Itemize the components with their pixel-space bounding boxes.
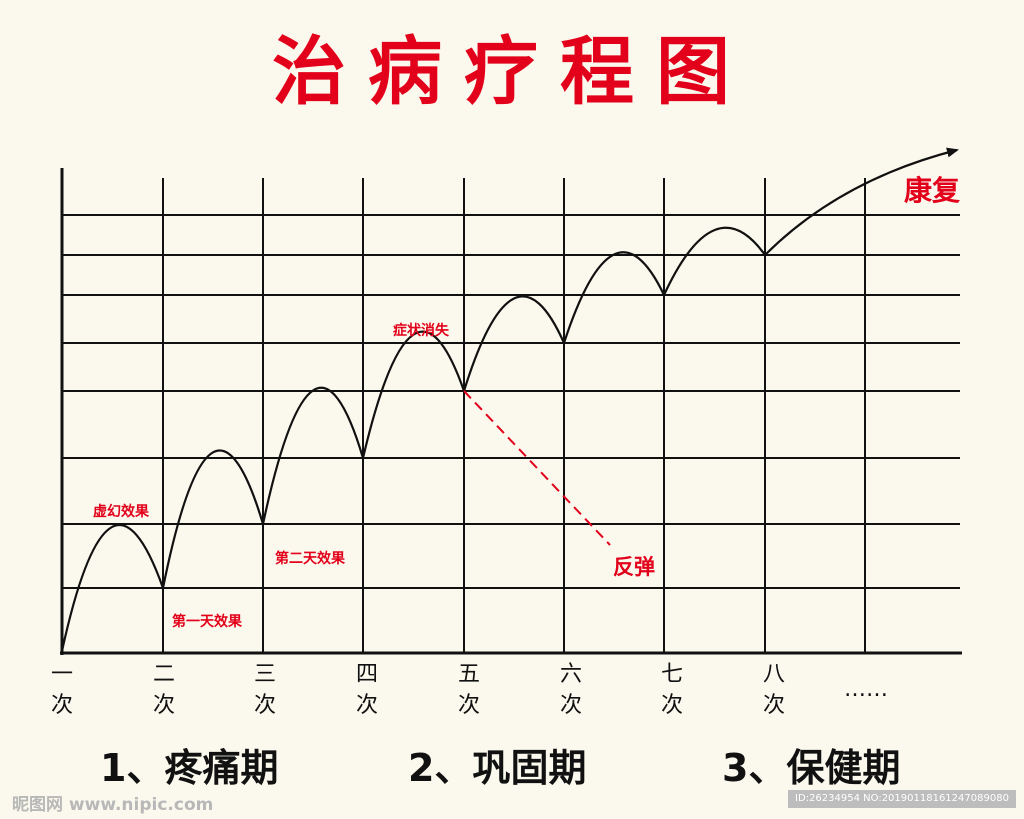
- x-tick-top: 六: [560, 662, 582, 687]
- annotation-recovery: 康复: [904, 174, 960, 207]
- x-tick-labels: 一 次 二 次 三 次 四 次 五 次 六 次 七 次 八 次 ……: [51, 662, 888, 718]
- rebound-line: [463, 390, 611, 546]
- x-tick-top: 七: [661, 662, 683, 687]
- annotations: 虚幻效果 第一天效果 第二天效果 症状消失 反弹 康复: [93, 174, 960, 630]
- x-tick-bottom: 次: [356, 693, 378, 718]
- x-tick-bottom: 次: [51, 693, 73, 718]
- x-tick-top: 四: [356, 662, 378, 687]
- annotation-rebound: 反弹: [613, 555, 655, 579]
- x-tick-top: 三: [254, 662, 276, 687]
- x-tick-top: 二: [153, 662, 175, 687]
- annotation-symptoms-gone: 症状消失: [393, 322, 450, 339]
- annotation-illusion: 虚幻效果: [93, 503, 150, 520]
- grid: [62, 178, 960, 653]
- stage-label-consolidation: 2、巩固期: [408, 746, 587, 790]
- x-tick-bottom: 次: [661, 693, 683, 718]
- x-tick-top: 五: [458, 662, 480, 687]
- x-tick-bottom: 次: [763, 693, 785, 718]
- annotation-day-one: 第一天效果: [172, 613, 243, 630]
- watermark-logo: 昵图网 www.nipic.com: [12, 795, 214, 815]
- progress-curve: [60, 226, 766, 652]
- x-tick-ellipsis: ……: [844, 677, 888, 702]
- watermark-id-bar: ID:26234954 NO:20190118161247089080: [788, 790, 1016, 808]
- annotation-day-two: 第二天效果: [275, 550, 346, 567]
- x-tick-top: 一: [51, 662, 73, 687]
- x-tick-bottom: 次: [560, 693, 582, 718]
- x-tick-bottom: 次: [153, 693, 175, 718]
- page-title: 治病疗程图: [272, 29, 752, 115]
- x-tick-bottom: 次: [458, 693, 480, 718]
- x-tick-bottom: 次: [254, 693, 276, 718]
- stage-label-pain: 1、疼痛期: [100, 746, 279, 790]
- stage-label-maintenance: 3、保健期: [722, 746, 901, 790]
- recovery-arrow: [764, 147, 959, 256]
- x-tick-top: 八: [763, 662, 785, 687]
